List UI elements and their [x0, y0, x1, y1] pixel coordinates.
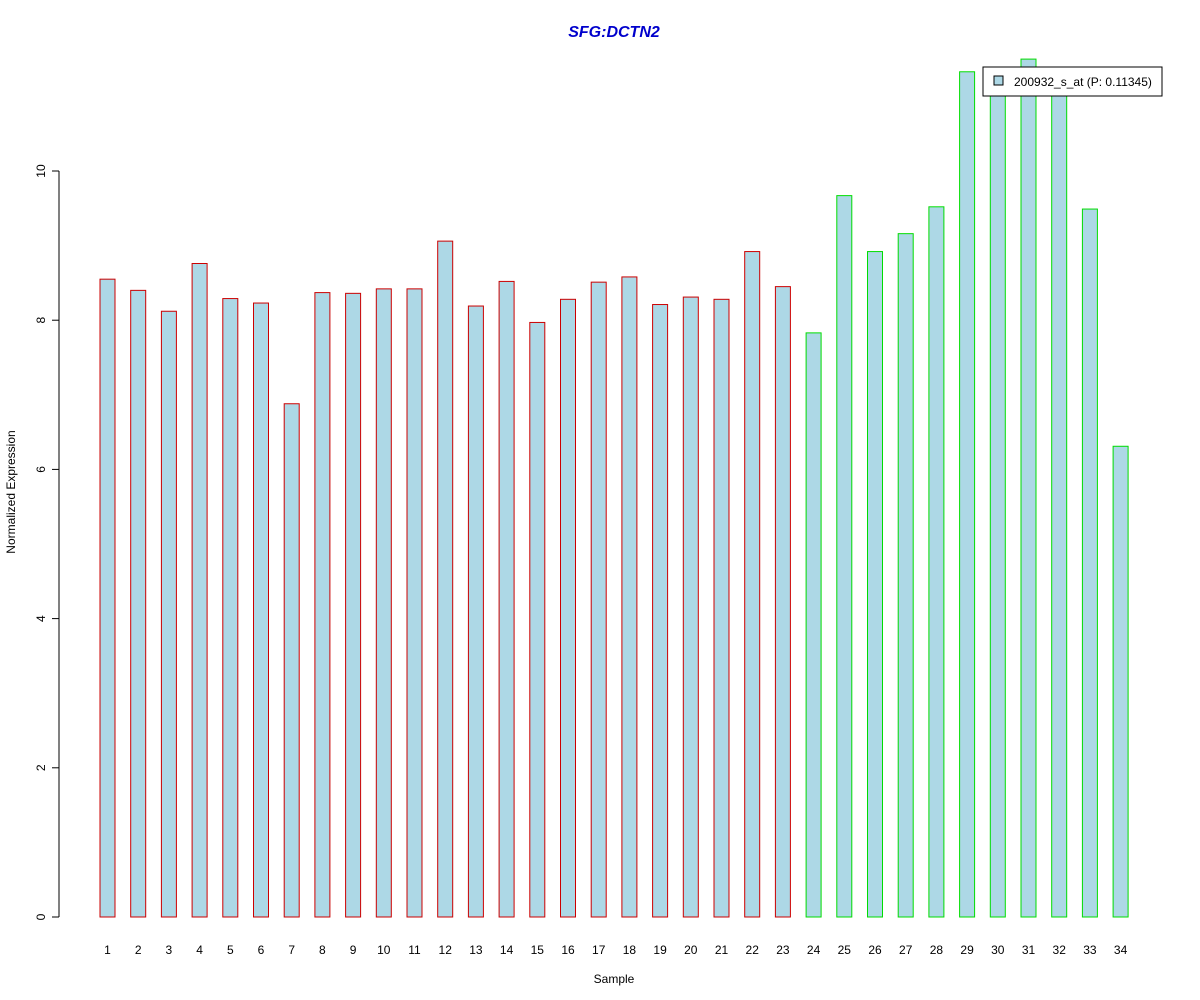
bars — [99, 58, 1129, 918]
x-tick-label: 17 — [592, 943, 606, 957]
x-tick-label: 9 — [350, 943, 357, 957]
y-axis-label: Normalized Expression — [4, 430, 18, 553]
bar-sample-25 — [836, 195, 853, 918]
bar-sample-4 — [191, 263, 208, 918]
bar-sample-14 — [498, 280, 515, 918]
bar-sample-3 — [160, 310, 177, 918]
bar-sample-5 — [222, 298, 239, 918]
bar-sample-18 — [621, 276, 638, 918]
x-tick-label: 7 — [288, 943, 295, 957]
x-tick-label: 23 — [776, 943, 790, 957]
y-tick-label: 2 — [34, 764, 48, 771]
x-tick-label: 29 — [960, 943, 974, 957]
y-tick-label: 0 — [34, 913, 48, 920]
x-tick-label: 22 — [746, 943, 760, 957]
x-tick-label: 4 — [196, 943, 203, 957]
bar-sample-15 — [529, 321, 546, 918]
x-tick-label: 18 — [623, 943, 637, 957]
bar-sample-26 — [867, 251, 883, 918]
bar-sample-22 — [744, 251, 761, 918]
x-tick-label: 20 — [684, 943, 698, 957]
x-tick-label: 30 — [991, 943, 1005, 957]
x-tick-label: 3 — [166, 943, 173, 957]
bar-sample-9 — [345, 292, 362, 918]
bar-sample-16 — [560, 298, 576, 918]
y-tick-label: 10 — [34, 164, 48, 178]
bar-sample-17 — [590, 281, 607, 918]
x-tick-label: 15 — [531, 943, 545, 957]
bar-sample-6 — [253, 302, 269, 918]
legend-box — [982, 66, 1163, 97]
bar-sample-34 — [1112, 445, 1129, 918]
bar-sample-30 — [989, 80, 1006, 918]
x-tick-label: 12 — [439, 943, 453, 957]
bar-sample-28 — [928, 206, 945, 918]
x-tick-label: 31 — [1022, 943, 1036, 957]
x-tick-labels: 1 2 3 4 5 6 7 8 9 10 11 12 13 14 15 16 17 18 19 20 21 22 23 24 2… — [104, 943, 1127, 957]
x-tick-label: 24 — [807, 943, 821, 957]
bar-sample-7 — [283, 403, 300, 918]
x-tick-label: 21 — [715, 943, 729, 957]
x-tick-label: 8 — [319, 943, 326, 957]
bar-sample-24 — [805, 332, 822, 918]
x-tick-label: 10 — [377, 943, 391, 957]
legend-swatch — [993, 75, 1004, 86]
x-axis-label: Sample — [594, 972, 635, 986]
x-tick-label: 14 — [500, 943, 514, 957]
x-tick-label: 2 — [135, 943, 142, 957]
bar-sample-1 — [99, 278, 116, 918]
bar-sample-21 — [713, 298, 730, 918]
bar-sample-27 — [897, 233, 914, 918]
y-tick-label: 4 — [34, 615, 48, 622]
y-tick-label: 8 — [34, 317, 48, 324]
bar-sample-20 — [682, 296, 699, 918]
x-tick-label: 5 — [227, 943, 234, 957]
x-tick-label: 33 — [1083, 943, 1097, 957]
bar-sample-8 — [314, 292, 331, 918]
bar-sample-29 — [959, 71, 976, 918]
bar-sample-10 — [375, 288, 392, 918]
bar-sample-32 — [1051, 80, 1068, 918]
bar-sample-31 — [1020, 58, 1037, 918]
chart-title: SFG:DCTN2 — [568, 24, 660, 41]
bar-sample-12 — [437, 240, 454, 918]
bar-sample-23 — [774, 286, 791, 918]
x-tick-label: 26 — [868, 943, 882, 957]
x-tick-label: 1 — [104, 943, 111, 957]
x-tick-label: 34 — [1114, 943, 1128, 957]
x-tick-label: 13 — [469, 943, 483, 957]
bar-sample-2 — [130, 289, 147, 918]
legend: 200932_s_at (P: 0.11345) — [982, 66, 1163, 97]
bar-sample-19 — [652, 304, 669, 918]
x-tick-label: 25 — [838, 943, 852, 957]
x-tick-label: 32 — [1053, 943, 1067, 957]
legend-label: 200932_s_at (P: 0.11345) — [1014, 75, 1152, 89]
bar-sample-13 — [467, 305, 484, 918]
bar-sample-11 — [406, 288, 423, 918]
x-tick-label: 28 — [930, 943, 944, 957]
y-axis: 0 2 4 6 8 10 — [34, 164, 60, 920]
x-tick-label: 11 — [408, 943, 421, 957]
x-tick-label: 16 — [561, 943, 575, 957]
x-tick-label: 6 — [258, 943, 265, 957]
x-tick-label: 19 — [653, 943, 667, 957]
bar-sample-33 — [1081, 208, 1098, 918]
x-tick-label: 27 — [899, 943, 913, 957]
y-tick-label: 6 — [34, 466, 48, 473]
